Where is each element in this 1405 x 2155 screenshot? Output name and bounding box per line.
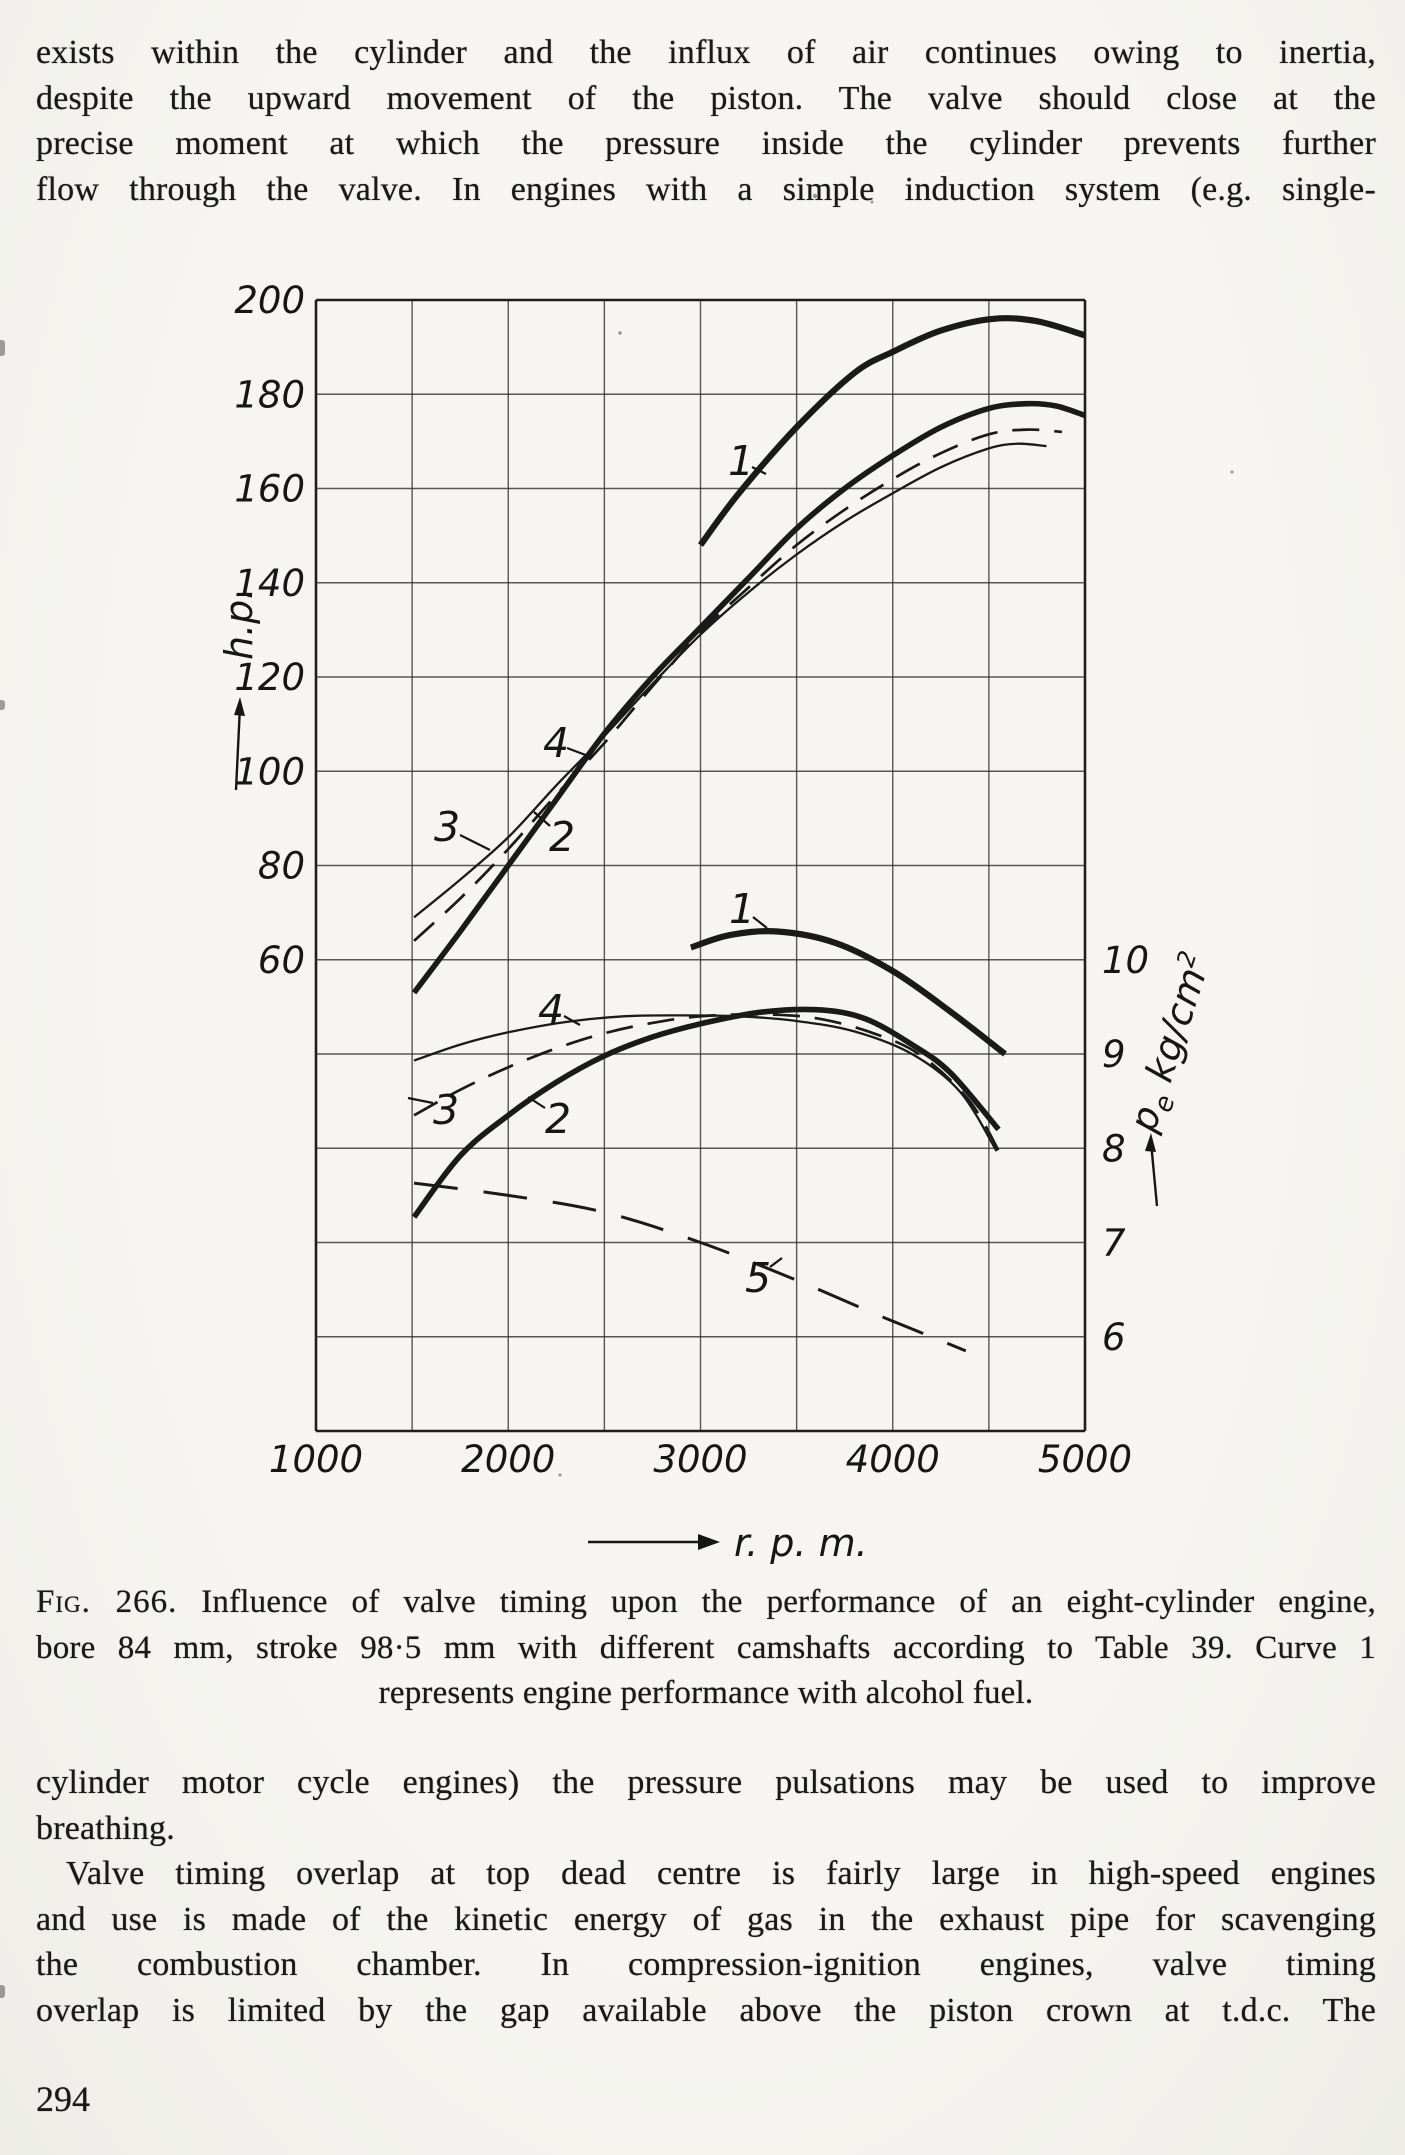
scan-specks [558, 189, 1234, 1477]
curve-number-label: 5 [745, 1254, 771, 1302]
curve-label-leader [563, 1015, 581, 1026]
curve-label-leader [407, 1096, 434, 1105]
caption-line: bore 84 mm, stroke 98·5 mm with differen… [36, 1629, 1376, 1666]
x-axis-tick-label: 1000 [269, 1438, 363, 1481]
scan-edge-mark [0, 1985, 5, 1998]
scan-edge-mark [0, 340, 5, 356]
scan-speck [618, 331, 622, 335]
curve-number-label: 2 [549, 813, 575, 861]
caption-line: Fig. 266. Influence of valve timing upon… [36, 1580, 1376, 1626]
curve-number-label: 3 [433, 1086, 459, 1134]
axis-ticks: 200 180 160 140 120 100 80 60 10 9 8 7 6 1000 2000 3000… [234, 279, 1149, 1481]
text-line: overlap is limited by the gap available … [36, 1991, 1376, 2029]
curve-number-label: 4 [538, 986, 564, 1034]
right-axis-tick-label: 9 [1102, 1033, 1126, 1076]
x-axis-tick-label: 3000 [653, 1438, 747, 1481]
curve-4-power [413, 442, 1047, 919]
text-line: precise moment at which the pressure ins… [36, 125, 1376, 163]
right-axis-tick-label: 6 [1102, 1316, 1126, 1359]
page-number: 294 [36, 2079, 90, 2119]
left-axis-tick-label: 160 [234, 468, 305, 511]
chart-grid [314, 298, 1087, 1433]
curve-label-leader [752, 916, 768, 929]
x-axis-title: r. p. m. [734, 1521, 868, 1565]
right-axis-tick-label: 7 [1102, 1222, 1126, 1265]
curve-3-pressure [413, 1012, 1004, 1159]
curve-label-leader [769, 1257, 783, 1268]
left-axis-tick-label: 60 [258, 939, 305, 982]
caption-line: represents engine performance with alcoh… [378, 1675, 1034, 1712]
scan-speck [1230, 470, 1234, 474]
curve-number-label: 1 [728, 437, 754, 485]
left-axis-tick-label: 120 [234, 656, 305, 699]
left-axis-tick-label: 80 [258, 845, 305, 888]
right-axis-tick-label: 10 [1102, 939, 1149, 982]
curve-label-leader [533, 811, 551, 827]
chart-curves [411, 315, 1086, 1353]
curve-1-power [698, 315, 1086, 547]
curve-number-label: 1 [729, 885, 755, 933]
curve-4-pressure [413, 1014, 998, 1152]
curve-number-label: 3 [434, 803, 460, 851]
text-line: the combustion chamber. In compression-i… [36, 1946, 1376, 1984]
left-axis-tick-label: 100 [234, 750, 305, 793]
text-line: Valve timing overlap at top dead centre … [66, 1855, 1376, 1893]
x-axis-tick-label: 5000 [1038, 1438, 1132, 1481]
text-line: and use is made of the kinetic energy of… [36, 1900, 1376, 1938]
curve-label-leader [527, 1096, 546, 1109]
curve-3-power [413, 428, 1062, 942]
figure-caption: Fig. 266. Influence of valve timing upon… [36, 1580, 1376, 1717]
text-line: flow through the valve. In engines with … [36, 170, 1376, 208]
text-line: exists within the cylinder and the influ… [36, 34, 1376, 71]
curve-label-leader [751, 466, 767, 475]
curve-label-leader [459, 834, 491, 851]
scan-edge-mark [0, 700, 5, 710]
text-line: cylinder motor cycle engines) the pressu… [36, 1764, 1376, 1801]
curve-number-label: 2 [545, 1095, 571, 1143]
left-axis-tick-label: 200 [234, 279, 305, 322]
scan-speck [558, 1473, 562, 1477]
curve-1-pressure [689, 928, 1007, 1057]
paragraph-top: exists within the cylinder and the influ… [36, 30, 1376, 212]
axis-labels: h.p. pe kg/cm2 r. p. m. [217, 588, 1227, 1565]
caption-text: Influence of valve timing upon the perfo… [177, 1584, 1376, 1620]
x-axis-arrowhead [698, 1534, 720, 1550]
curve-label-leader [566, 746, 592, 759]
figure-label: Fig. 266. [36, 1584, 178, 1620]
right-axis-tick-label: 8 [1102, 1127, 1126, 1170]
right-axis-arrow [1149, 1141, 1159, 1207]
left-axis-title: h.p. [217, 588, 261, 660]
curve-number-label: 4 [543, 719, 569, 767]
curve-5-pressure [413, 1181, 967, 1353]
left-axis-tick-label: 140 [234, 562, 305, 605]
curve-2-power [411, 400, 1086, 995]
right-axis-title: pe kg/cm2 [1119, 947, 1227, 1140]
right-axis-arrowhead [1145, 1133, 1156, 1152]
left-axis-tick-label: 180 [234, 373, 305, 416]
text-line: breathing. [36, 1809, 175, 1847]
left-axis-arrow [234, 705, 242, 791]
left-axis-arrowhead [234, 697, 245, 716]
curve-2-pressure [411, 1006, 1001, 1219]
x-axis-tick-label: 2000 [461, 1438, 555, 1481]
curve-labels: 1 4 3 2 1 4 3 2 5 [407, 437, 783, 1302]
paragraph-bottom: cylinder motor cycle engines) the pressu… [36, 1760, 1376, 2034]
text-line: despite the upward movement of the pisto… [36, 79, 1376, 117]
x-axis-tick-label: 4000 [846, 1438, 940, 1481]
